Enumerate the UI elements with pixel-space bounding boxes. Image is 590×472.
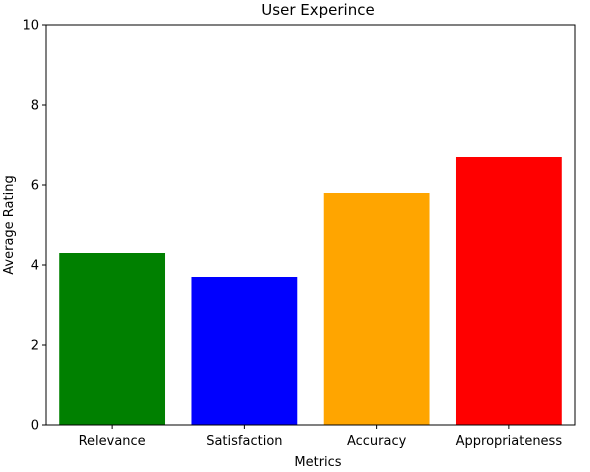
y-axis-label: Average Rating: [2, 175, 17, 274]
bar-relevance: [59, 253, 166, 425]
y-tick-label: 4: [31, 259, 39, 274]
x-tick-label: Appropriateness: [456, 434, 563, 449]
plot-area: Relevance Satisfaction Accuracy Appropriate…: [22, 19, 576, 449]
bar-appropriateness: [455, 157, 562, 425]
x-axis-label: Metrics: [294, 455, 341, 468]
x-tick-label: Relevance: [79, 434, 146, 449]
y-tick-label: 2: [31, 339, 39, 354]
y-tick-label: 0: [31, 419, 39, 434]
y-tick-label: 10: [22, 19, 39, 34]
x-tick-label: Satisfaction: [206, 434, 282, 449]
chart-title: User Experince: [261, 1, 374, 19]
plot-frame: [45, 24, 576, 426]
y-tick-label: 6: [31, 179, 39, 194]
x-tick-label: Accuracy: [347, 434, 407, 449]
bar-accuracy: [323, 193, 430, 425]
y-tick-label: 8: [31, 99, 39, 114]
bar-satisfaction: [191, 277, 298, 425]
